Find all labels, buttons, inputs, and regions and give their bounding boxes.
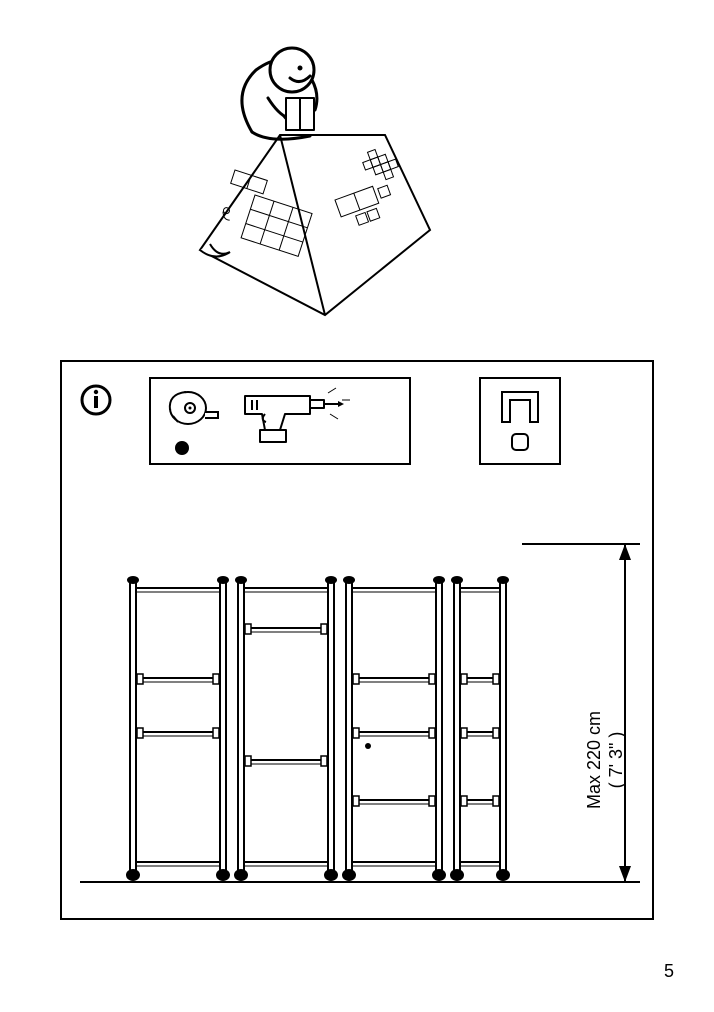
instruction-page: Max 220 cm ( 7' 3" ) 5 — [0, 0, 714, 1012]
marker-dot-icon — [175, 441, 189, 455]
svg-text:Max 220 cm: Max 220 cm — [584, 711, 604, 809]
tools-box — [150, 378, 410, 464]
main-panel: Max 220 cm ( 7' 3" ) — [60, 360, 654, 920]
hardware-box — [480, 378, 560, 464]
mascot-illustration — [160, 40, 460, 340]
cap-icon — [512, 434, 528, 450]
svg-text:( 7' 3" ): ( 7' 3" ) — [606, 732, 626, 789]
page-number: 5 — [664, 961, 674, 982]
